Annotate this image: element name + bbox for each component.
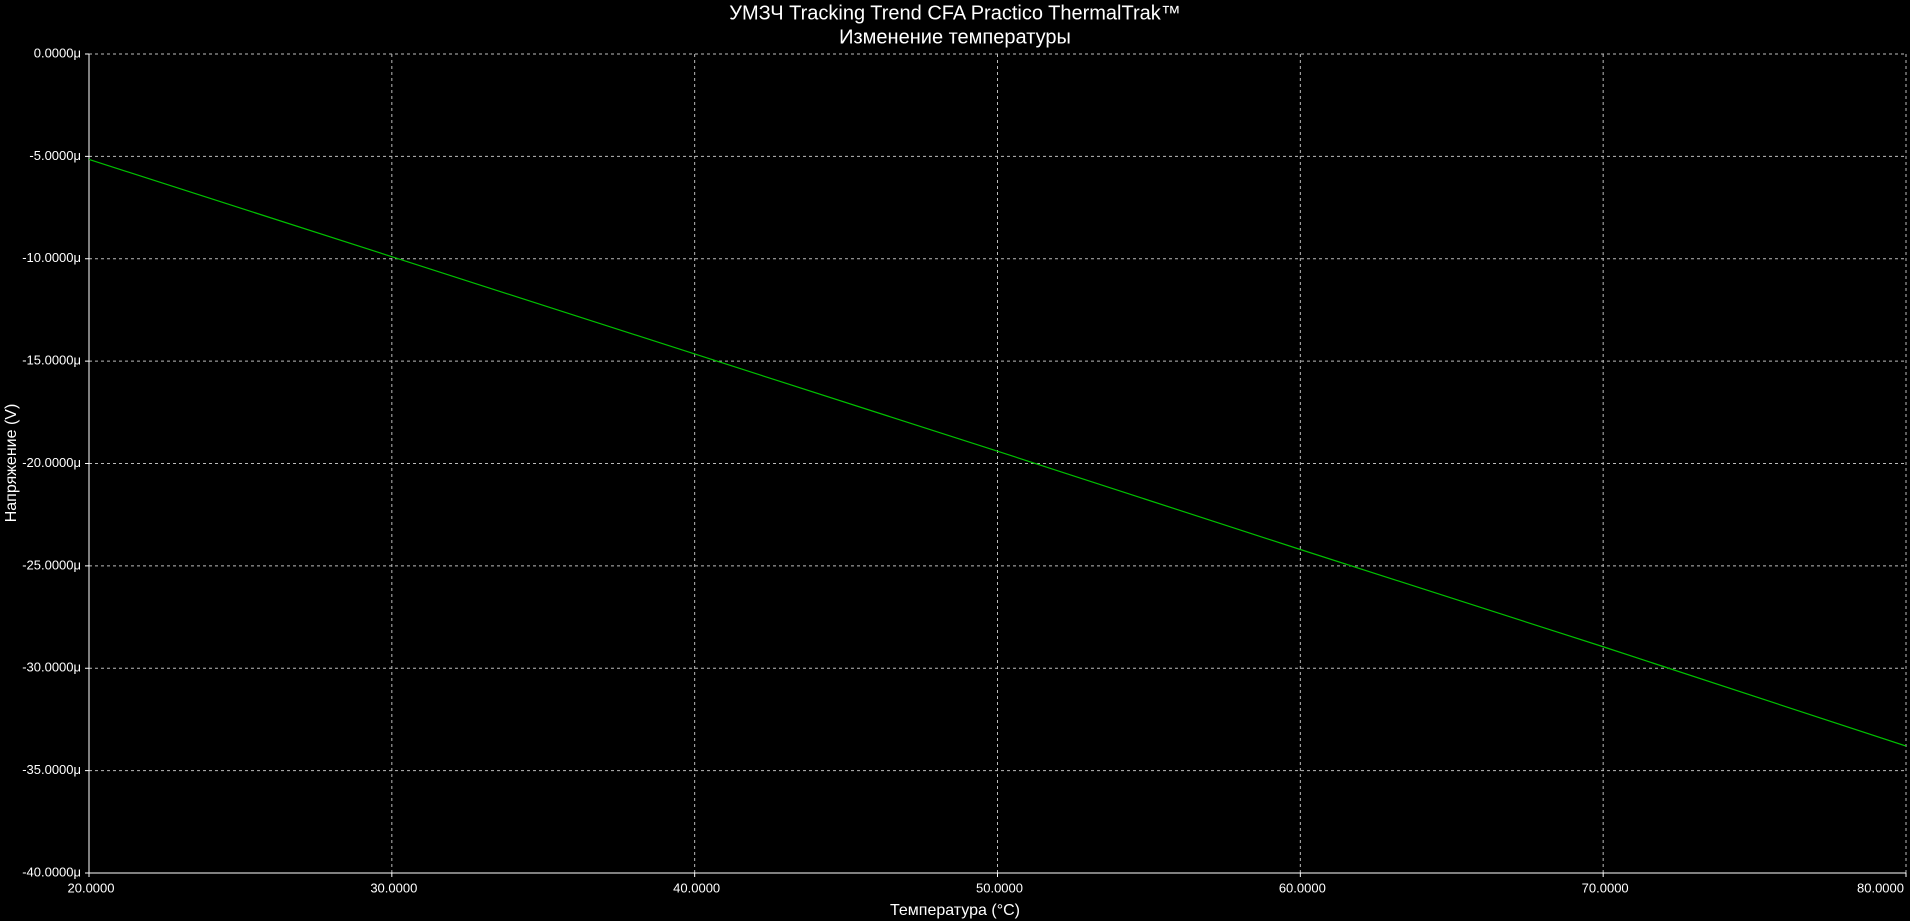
- y-tick-label: 0.0000μ: [34, 45, 81, 60]
- y-tick-label: -25.0000μ: [22, 557, 81, 572]
- x-tick-label: 20.0000: [68, 880, 115, 895]
- y-tick-label: -35.0000μ: [22, 762, 81, 777]
- y-tick-label: -10.0000μ: [22, 250, 81, 265]
- x-tick-label: 80.0000: [1857, 880, 1904, 895]
- x-tick-label: 30.0000: [370, 880, 417, 895]
- y-tick-label: -5.0000μ: [29, 148, 81, 163]
- y-axis-label: Напряжение (V): [3, 404, 20, 523]
- y-tick-label: -30.0000μ: [22, 660, 81, 675]
- x-tick-label: 70.0000: [1582, 880, 1629, 895]
- y-tick-label: -20.0000μ: [22, 455, 81, 470]
- chart-title: УМЗЧ Tracking Trend CFA Practico Thermal…: [729, 2, 1181, 24]
- x-tick-label: 60.0000: [1279, 880, 1326, 895]
- x-tick-label: 40.0000: [673, 880, 720, 895]
- x-tick-label: 50.0000: [976, 880, 1023, 895]
- x-axis-label: Температура (°C): [890, 902, 1020, 919]
- y-tick-label: -15.0000μ: [22, 353, 81, 368]
- y-tick-label: -40.0000μ: [22, 864, 81, 879]
- data-line: [88, 158, 1907, 747]
- chart-subtitle: Изменение температуры: [839, 26, 1071, 48]
